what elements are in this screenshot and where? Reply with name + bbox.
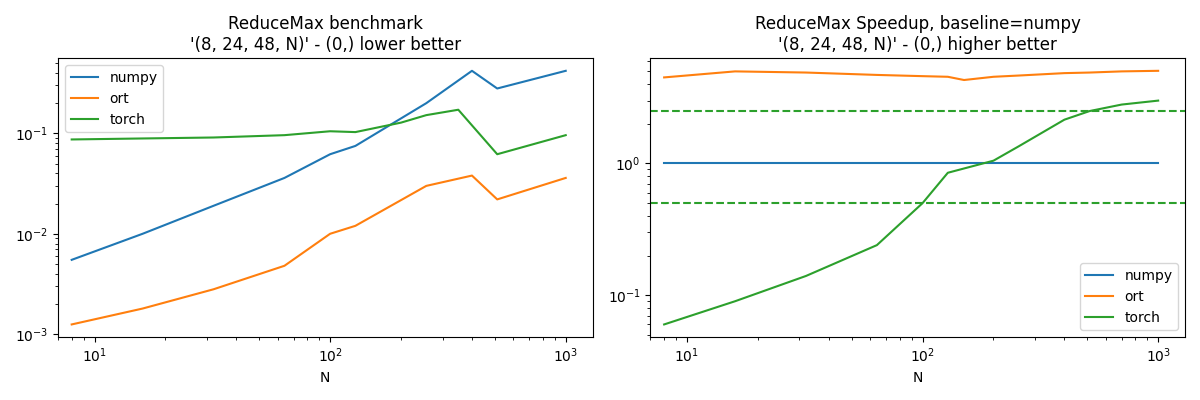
Line: ort: ort [664, 71, 1158, 80]
numpy [464, 68, 479, 73]
ort [277, 263, 292, 268]
ort [870, 72, 884, 77]
Line: ort: ort [72, 176, 565, 324]
torch [136, 136, 150, 141]
numpy [656, 161, 671, 166]
Legend: numpy, ort, torch: numpy, ort, torch [1080, 263, 1178, 330]
torch [1012, 144, 1026, 149]
torch [1082, 109, 1097, 114]
torch [799, 274, 814, 278]
torch [65, 137, 79, 142]
torch [558, 133, 572, 138]
torch [1057, 117, 1072, 122]
ort [799, 70, 814, 75]
torch [451, 107, 466, 112]
ort [956, 78, 971, 82]
torch [1151, 98, 1165, 103]
numpy [419, 101, 433, 106]
ort [419, 184, 433, 188]
ort [1115, 69, 1129, 74]
Line: torch: torch [72, 110, 565, 154]
ort [490, 197, 504, 202]
numpy [277, 176, 292, 180]
ort [1057, 71, 1072, 76]
ort [916, 74, 930, 78]
torch [323, 129, 337, 134]
X-axis label: N: N [912, 371, 923, 385]
numpy [136, 231, 150, 236]
numpy [490, 86, 504, 91]
ort [728, 69, 743, 74]
ort [136, 306, 150, 311]
ort [986, 74, 1001, 79]
ort [1012, 73, 1026, 78]
ort [323, 231, 337, 236]
torch [656, 322, 671, 327]
torch [277, 133, 292, 138]
torch [348, 130, 362, 134]
ort [206, 287, 221, 292]
Title: ReduceMax benchmark
'(8, 24, 48, N)' - (0,) lower better: ReduceMax benchmark '(8, 24, 48, N)' - (… [190, 15, 461, 54]
ort [656, 75, 671, 80]
ort [941, 74, 955, 79]
numpy [323, 152, 337, 157]
numpy [558, 68, 572, 73]
ort [65, 322, 79, 327]
numpy [1151, 161, 1165, 166]
ort [348, 224, 362, 228]
torch [490, 152, 504, 157]
numpy [206, 203, 221, 208]
torch [1115, 102, 1129, 107]
torch [941, 170, 955, 175]
torch [986, 158, 1001, 163]
torch [728, 299, 743, 304]
ort [1151, 68, 1165, 73]
torch [206, 135, 221, 140]
X-axis label: N: N [320, 371, 330, 385]
Line: numpy: numpy [72, 71, 565, 260]
ort [1082, 70, 1097, 75]
ort [464, 173, 479, 178]
ort [558, 176, 572, 180]
torch [916, 201, 930, 206]
torch [870, 243, 884, 248]
numpy [348, 144, 362, 148]
Legend: numpy, ort, torch: numpy, ort, torch [65, 65, 163, 132]
numpy [65, 258, 79, 262]
Title: ReduceMax Speedup, baseline=numpy
'(8, 24, 48, N)' - (0,) higher better: ReduceMax Speedup, baseline=numpy '(8, 2… [755, 15, 1081, 54]
torch [419, 113, 433, 118]
torch [394, 120, 408, 125]
Line: torch: torch [664, 101, 1158, 324]
